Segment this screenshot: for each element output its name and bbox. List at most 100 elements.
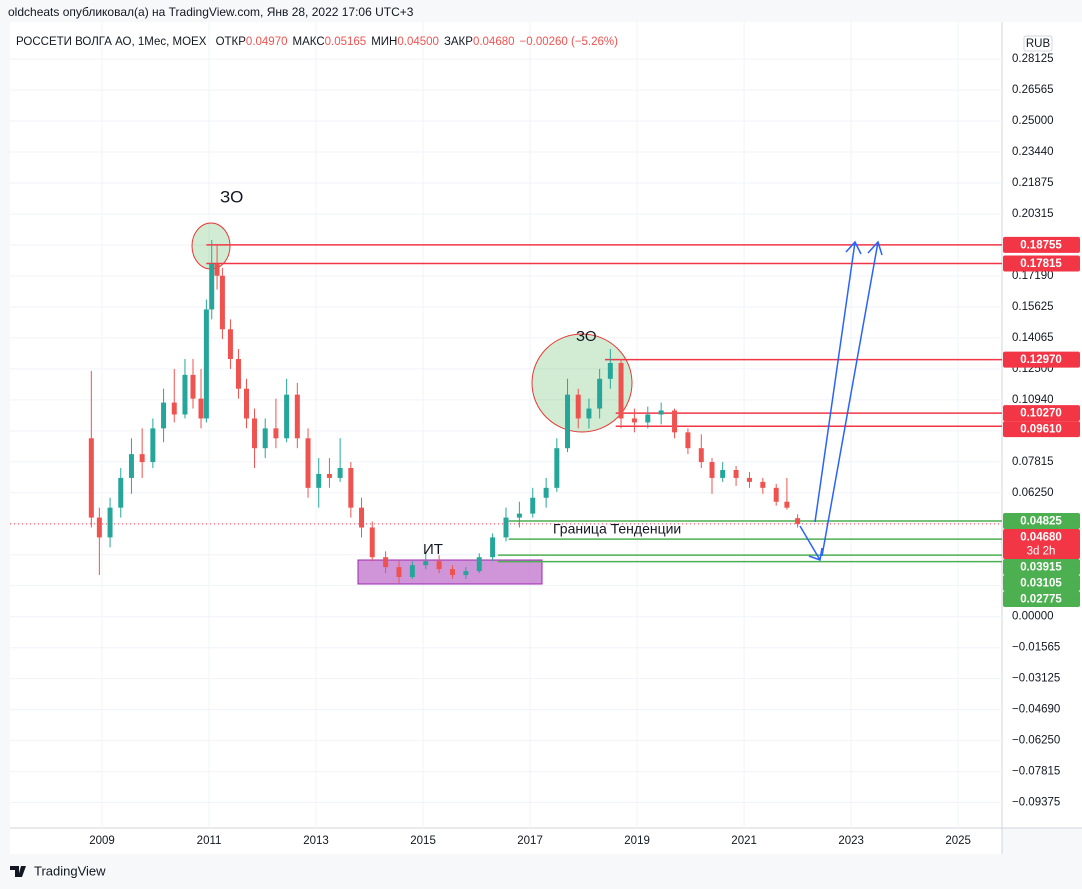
candle-body xyxy=(139,454,145,463)
price-label-box xyxy=(1003,405,1080,422)
candle-body xyxy=(645,414,651,423)
candle-body xyxy=(423,561,429,566)
candle-body xyxy=(795,518,801,524)
candle-body xyxy=(490,537,496,558)
logo xyxy=(10,866,26,877)
header-bar xyxy=(0,0,1082,22)
header: oldcheats опубликовал(а) на TradingView.… xyxy=(8,5,414,19)
legend-value: 0.04500 xyxy=(397,36,439,48)
candle-body xyxy=(565,394,571,449)
legend-change: −0.00260 (−5.26%) xyxy=(520,36,619,48)
candle-body xyxy=(672,410,678,433)
y-tick-label: −0.01565 xyxy=(1012,642,1060,654)
candle-body xyxy=(409,565,415,578)
legend-value: 0.04970 xyxy=(246,36,288,48)
candle-body xyxy=(214,263,220,276)
legend: РОССЕТИ ВОЛГА АО, 1Мес, MOEX ОТКР0.04970… xyxy=(16,36,618,48)
candle-body xyxy=(631,418,637,423)
y-tick-label: 0.28125 xyxy=(1012,53,1054,65)
candle-body xyxy=(182,374,188,415)
candle-body xyxy=(760,481,766,488)
legend-value: 0.05165 xyxy=(325,36,367,48)
y-tick-label: 0.17190 xyxy=(1012,270,1054,282)
y-tick-label: 0.15625 xyxy=(1012,301,1054,313)
y-tick-label: 0.26565 xyxy=(1012,84,1054,96)
y-tick-label: 0.10940 xyxy=(1012,394,1054,406)
price-label: 0.12970 xyxy=(1020,354,1062,366)
candle-body xyxy=(359,507,365,528)
y-tick-label: 0.06250 xyxy=(1012,487,1054,499)
candle-body xyxy=(128,454,134,478)
currency: RUB xyxy=(1026,38,1051,50)
candle-body xyxy=(284,394,290,439)
x-tick-label: 2023 xyxy=(838,835,864,847)
candle-body xyxy=(337,468,343,478)
price-label-box xyxy=(1003,529,1080,560)
price-label-box xyxy=(1003,255,1080,272)
candle-body xyxy=(326,473,332,478)
x-tick-label: 2013 xyxy=(303,835,329,847)
y-tick-label: −0.07815 xyxy=(1012,766,1060,778)
y-tick-label: −0.06250 xyxy=(1012,735,1060,747)
price-label: 0.04680 xyxy=(1020,532,1062,544)
candle-body xyxy=(554,448,560,488)
legend-value: 0.04680 xyxy=(473,36,515,48)
candle-body xyxy=(685,432,691,449)
price-label: 0.03105 xyxy=(1020,578,1062,590)
x-tick-label: 2019 xyxy=(624,835,650,847)
candle-body xyxy=(773,487,779,502)
candle-body xyxy=(746,477,752,482)
plot-area xyxy=(10,22,1002,828)
footer-bar xyxy=(0,854,1082,889)
candle-body xyxy=(294,394,300,439)
y-tick-label: 0.14065 xyxy=(1012,332,1054,344)
y-tick-label: 0.25000 xyxy=(1012,115,1054,127)
candle-body xyxy=(203,309,209,419)
x-tick-label: 2015 xyxy=(410,835,436,847)
time-axis xyxy=(10,828,1002,854)
annotation: ИТ xyxy=(423,541,443,558)
candle-body xyxy=(449,569,455,576)
price-label-box xyxy=(1003,591,1080,608)
y-tick-label: −0.09375 xyxy=(1012,797,1060,809)
candle-body xyxy=(190,374,196,399)
candle-body xyxy=(88,438,94,518)
zone-circle xyxy=(191,222,231,270)
countdown: 3d 2h xyxy=(1027,546,1056,558)
price-label-box xyxy=(1003,513,1080,530)
candle-body xyxy=(227,329,233,359)
footer: TradingView xyxy=(34,863,106,878)
price-label-box xyxy=(1003,236,1080,253)
arrow xyxy=(814,240,862,523)
price-label: 0.18755 xyxy=(1020,239,1062,251)
y-tick-label: 0.20315 xyxy=(1012,208,1054,220)
x-tick-label: 2017 xyxy=(517,835,543,847)
candle-body xyxy=(273,428,279,439)
price-label: 0.04825 xyxy=(1020,516,1062,528)
candle-body xyxy=(607,362,613,379)
candle-body xyxy=(503,517,509,538)
y-tick-label: 0.23440 xyxy=(1012,146,1054,158)
legend-field: МИН xyxy=(371,36,397,48)
candle-body xyxy=(709,462,715,478)
candle-body xyxy=(658,410,664,415)
price-label-box xyxy=(1003,575,1080,592)
candle-body xyxy=(252,418,258,449)
annotation: ЗО xyxy=(220,187,243,206)
price-label: 0.09610 xyxy=(1020,424,1062,436)
candle-body xyxy=(720,469,726,478)
x-tick-label: 2021 xyxy=(731,835,757,847)
candle-body xyxy=(383,557,389,568)
candle-body xyxy=(618,362,624,419)
y-tick-label: 0.21875 xyxy=(1012,177,1054,189)
candle-body xyxy=(209,263,215,310)
annotation: ЗО xyxy=(576,328,597,345)
candle-body xyxy=(235,358,241,389)
candle-body xyxy=(784,501,790,508)
candle-body xyxy=(171,402,177,415)
y-tick-label: −0.03125 xyxy=(1012,673,1060,685)
price-label: 0.10270 xyxy=(1020,408,1062,420)
candle-body xyxy=(150,428,156,463)
candle-body xyxy=(543,487,549,498)
